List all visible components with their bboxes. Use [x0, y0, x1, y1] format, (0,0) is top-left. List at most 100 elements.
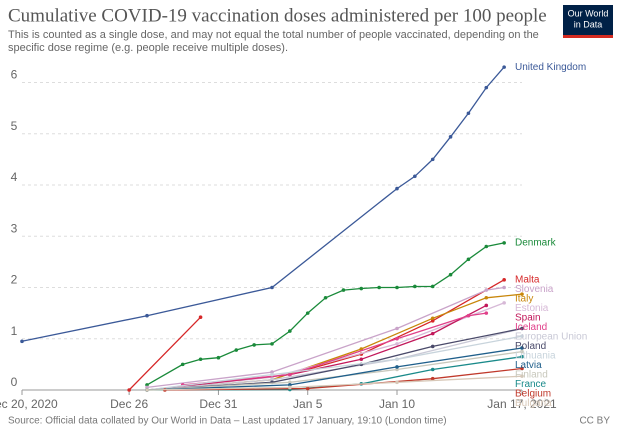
logo-bar — [563, 35, 613, 38]
point — [359, 357, 364, 362]
chart-title: Cumulative COVID-19 vaccination doses ad… — [8, 5, 547, 26]
line — [146, 347, 523, 391]
point — [288, 385, 292, 390]
point — [413, 284, 417, 289]
point — [502, 285, 506, 290]
point — [520, 326, 524, 331]
logo-text: in Data — [574, 19, 603, 29]
legend-label: Latvia — [515, 360, 542, 371]
point — [430, 284, 435, 289]
series — [145, 374, 524, 392]
point — [520, 349, 524, 354]
point — [180, 362, 185, 367]
point — [502, 241, 506, 245]
point — [430, 331, 435, 336]
point — [395, 326, 399, 331]
point — [198, 315, 203, 320]
point — [484, 311, 489, 315]
point — [270, 372, 274, 377]
x-tick-label: Dec 26 — [110, 397, 148, 411]
point — [466, 313, 471, 318]
point — [430, 319, 435, 323]
point — [484, 85, 489, 90]
point — [466, 111, 471, 116]
point — [323, 295, 328, 300]
point — [127, 388, 131, 392]
point — [520, 374, 524, 378]
point — [395, 365, 399, 369]
point — [377, 285, 381, 290]
legend-label: Iceland — [515, 322, 547, 333]
point — [145, 383, 149, 387]
y-tick-label: 1 — [11, 324, 18, 338]
series — [145, 285, 506, 390]
point — [395, 342, 399, 346]
point — [395, 285, 399, 290]
line — [146, 304, 487, 391]
legend-label: Bulgaria — [515, 398, 552, 409]
logo[interactable]: Our World in Data — [563, 5, 613, 38]
point — [520, 346, 524, 350]
point — [234, 348, 239, 352]
legend-label: European Union — [515, 331, 587, 342]
x-tick-label: Jan 17, 2021 — [487, 397, 557, 411]
line — [146, 375, 523, 391]
logo-text: Our World — [568, 8, 609, 18]
point — [502, 301, 506, 305]
series — [145, 241, 506, 387]
point — [270, 377, 274, 382]
y-tick-label: 3 — [11, 221, 18, 235]
point — [520, 366, 524, 371]
point — [359, 286, 364, 291]
line — [21, 66, 505, 342]
x-tick-label: Jan 10 — [379, 397, 415, 411]
point — [395, 380, 399, 385]
series — [127, 278, 506, 392]
point — [305, 311, 310, 315]
legend-label: Denmark — [515, 238, 557, 249]
point — [20, 339, 24, 344]
subtitle: specific dose regime (e.g. people receiv… — [8, 42, 288, 54]
series — [145, 334, 524, 392]
point — [502, 65, 506, 69]
point — [145, 388, 149, 392]
point — [430, 157, 435, 162]
x-tick-label: Dec 31 — [199, 397, 237, 411]
x-tick-label: Dec 20, 2020 — [0, 397, 58, 411]
point — [430, 316, 435, 321]
y-tick-label: 5 — [11, 119, 18, 133]
line — [146, 286, 505, 389]
point — [145, 313, 149, 318]
source: Source: Official data collated by Our Wo… — [8, 416, 447, 427]
point — [145, 385, 149, 390]
legend-label: Poland — [515, 341, 546, 352]
license: CC BY — [579, 416, 610, 427]
x-tick-label: Jan 5 — [293, 397, 323, 411]
legend-label: Spain — [515, 312, 541, 323]
series — [20, 65, 506, 344]
point — [466, 257, 471, 262]
legend-label: Estonia — [515, 303, 549, 314]
point — [430, 367, 435, 372]
legend-label: Finland — [515, 369, 548, 380]
legend-label: Malta — [515, 274, 540, 285]
point — [502, 278, 506, 282]
series — [180, 311, 489, 387]
point — [430, 344, 435, 349]
point — [520, 334, 524, 338]
point — [484, 288, 489, 292]
legend-label: Lithuania — [515, 350, 556, 361]
point — [270, 342, 274, 346]
point — [216, 355, 221, 360]
legend-label: United Kingdom — [515, 62, 586, 73]
point — [395, 357, 399, 362]
point — [252, 343, 256, 347]
point — [395, 367, 399, 372]
point — [484, 244, 489, 249]
y-tick-label: 2 — [11, 273, 18, 287]
point — [520, 354, 524, 359]
point — [270, 285, 274, 290]
y-tick-label: 4 — [11, 170, 18, 184]
